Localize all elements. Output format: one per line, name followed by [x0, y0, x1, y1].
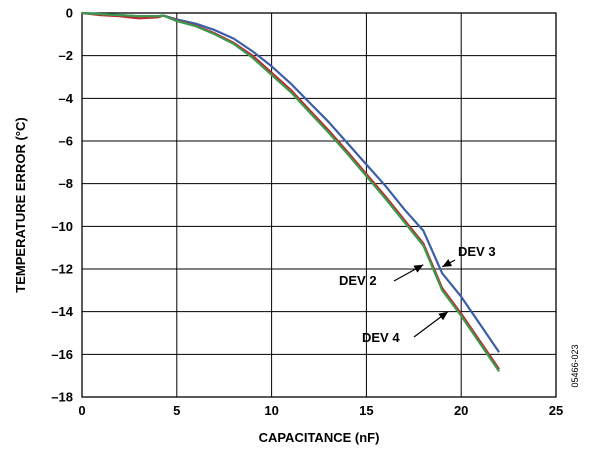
y-tick-label: –14 — [51, 304, 73, 319]
series-line-dev-3 — [81, 11, 501, 353]
x-tick-label: 15 — [359, 403, 373, 418]
y-tick-label: –18 — [51, 390, 73, 405]
annotation-label-dev-3: DEV 3 — [458, 244, 496, 259]
annotation-arrowhead-dev-4 — [438, 311, 448, 321]
y-tick-label: –16 — [51, 347, 73, 362]
x-tick-label: 0 — [78, 403, 85, 418]
x-tick-label: 20 — [454, 403, 468, 418]
y-tick-label: –6 — [59, 134, 73, 149]
x-tick-label: 5 — [173, 403, 180, 418]
x-tick-label: 10 — [264, 403, 278, 418]
grid — [81, 12, 557, 398]
plot-frame — [81, 12, 557, 398]
y-tick-label: –10 — [51, 219, 73, 234]
y-tick-label: –8 — [59, 176, 73, 191]
y-tick-label: –4 — [59, 91, 74, 106]
series-layer — [81, 11, 501, 373]
annotation-arrowhead-dev-3 — [442, 259, 453, 267]
x-tick-label: 25 — [549, 403, 563, 418]
x-axis-label: CAPACITANCE (nF) — [259, 430, 380, 445]
annotation-arrowhead-dev-2 — [413, 264, 424, 273]
y-tick-label: 0 — [66, 6, 73, 21]
y-tick-label: –2 — [59, 48, 73, 63]
tick-labels: 0 5 10 15 20 25 0 –2 –4 –6 –8 –10 –12 –14 –16 –18 — [51, 6, 563, 419]
annotation-label-dev-2: DEV 2 — [339, 273, 377, 288]
series-line-dev-2 — [81, 11, 501, 370]
annotation-layer: DEV 3 DEV 2 DEV 4 — [339, 244, 496, 345]
annotation-label-dev-4: DEV 4 — [362, 330, 400, 345]
y-tick-label: –12 — [51, 262, 73, 277]
y-axis-label: TEMPERATURE ERROR (°C) — [13, 117, 28, 292]
series-line-dev-4 — [81, 11, 501, 373]
figure-code: 05466-023 — [570, 344, 580, 387]
